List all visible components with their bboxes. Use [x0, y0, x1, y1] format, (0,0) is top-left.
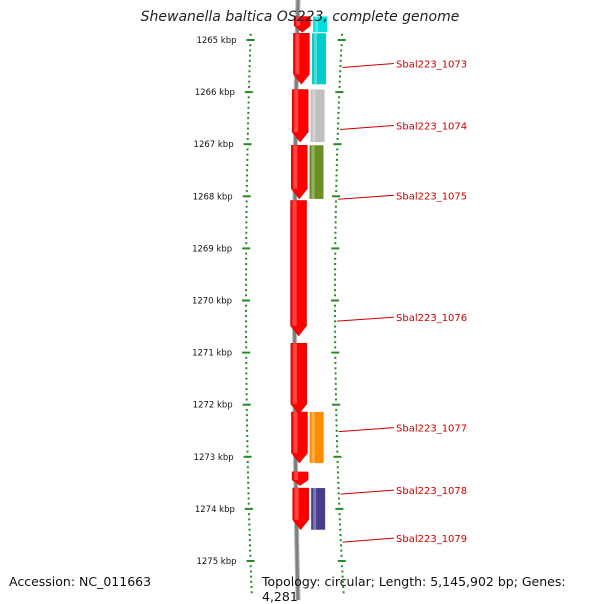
tick-label: 1274 kbp	[195, 505, 235, 515]
cog-category-block	[311, 488, 326, 530]
label-leader-line	[340, 489, 395, 495]
gene-label: Sbal223_1079	[396, 534, 467, 545]
gene-label: Sbal223_1073	[396, 59, 467, 70]
gene-labels: Sbal223_1073 Sbal223_1074 Sbal223_1075 Sbal…	[336, 59, 467, 545]
gene-highlight	[292, 200, 297, 326]
gene-label: Sbal223_1076	[396, 313, 467, 324]
tick-label: 1273 kbp	[194, 453, 234, 463]
gene-label: Sbal223_1074	[396, 121, 467, 132]
tick-label: 1269 kbp	[192, 244, 232, 254]
label-leader-line	[342, 62, 395, 68]
outer-ruler	[331, 33, 346, 594]
gene-highlight	[294, 89, 299, 133]
label-leader-line	[342, 537, 395, 543]
gene-highlight	[295, 33, 300, 75]
tick-label: 1270 kbp	[192, 297, 232, 307]
inner-ruler	[242, 33, 255, 594]
cog-highlight	[313, 488, 317, 530]
gene-label: Sbal223_1075	[396, 191, 467, 202]
cog-category-block	[309, 145, 324, 199]
tick-label: 1265 kbp	[196, 36, 236, 46]
tick-label: 1267 kbp	[194, 140, 234, 150]
gene-highlight	[296, 16, 301, 26]
gene-label: Sbal223_1078	[396, 486, 467, 497]
gene-highlight	[292, 343, 297, 405]
cog-category-block	[309, 411, 324, 464]
label-leader-line	[338, 194, 395, 200]
cog-category-block	[312, 33, 327, 85]
cog-category-block	[313, 16, 328, 33]
gene-highlight	[293, 145, 298, 189]
accession-label: Accession: NC_011663	[9, 574, 152, 589]
tick-labels: 1265 kbp 1266 kbp 1267 kbp 1268 kbp 1269 kbp…	[192, 36, 237, 567]
label-leader-line	[336, 316, 395, 322]
cog-highlight	[314, 33, 318, 85]
tick-label: 1268 kbp	[193, 192, 233, 202]
tick-label: 1272 kbp	[193, 401, 233, 411]
gene-label: Sbal223_1077	[396, 424, 467, 435]
cog-highlight	[315, 16, 319, 33]
cog-category-block	[310, 89, 325, 143]
tick-label: 1275 kbp	[196, 557, 236, 567]
gene-highlight	[293, 411, 298, 454]
gene-features	[290, 16, 328, 531]
genome-title: Shewanella baltica OS223, complete genom…	[140, 9, 460, 25]
cog-highlight	[312, 89, 316, 143]
label-leader-line	[340, 124, 395, 130]
cog-highlight	[311, 411, 315, 464]
gene-highlight	[294, 471, 299, 481]
gene-highlight	[294, 488, 299, 520]
cog-highlight	[311, 145, 315, 199]
tick-label: 1271 kbp	[192, 349, 232, 359]
label-leader-line	[338, 427, 395, 433]
tick-label: 1266 kbp	[195, 88, 235, 98]
